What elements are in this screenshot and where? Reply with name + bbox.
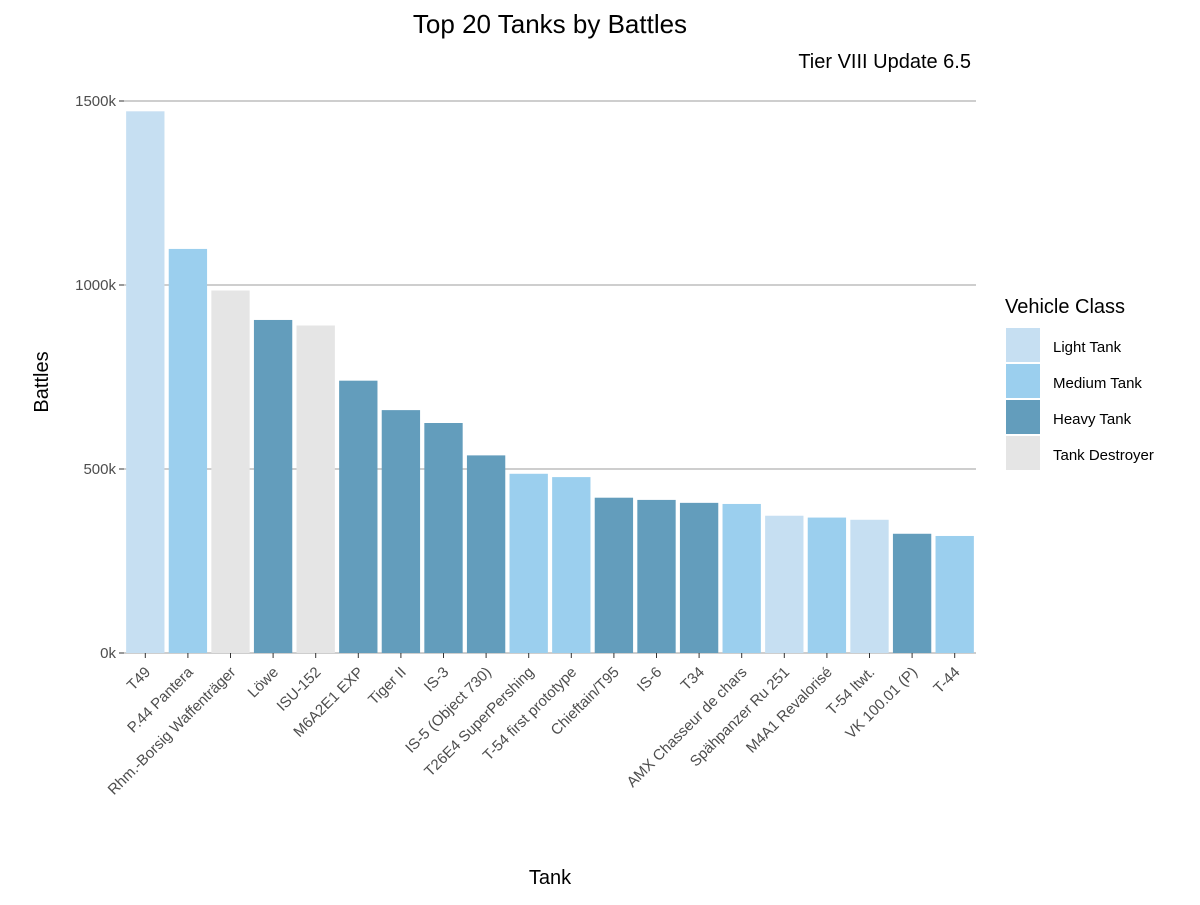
y-axis: 0k 500k 1000k 1500k xyxy=(75,93,124,662)
legend-key xyxy=(1006,364,1040,398)
bars xyxy=(126,111,974,653)
bar xyxy=(509,473,548,653)
y-axis-title: Battles xyxy=(31,351,53,412)
gridlines xyxy=(124,100,976,654)
legend-title: Vehicle Class xyxy=(1005,296,1125,318)
legend-label: Tank Destroyer xyxy=(1053,447,1154,464)
legend-label: Medium Tank xyxy=(1053,375,1142,392)
x-tick-label: IS-3 xyxy=(421,664,452,695)
y-tick-label: 0k xyxy=(100,645,116,662)
x-tick-label: Löwe xyxy=(245,664,282,701)
x-tick-label: T34 xyxy=(678,664,708,694)
bar xyxy=(296,325,335,653)
bar xyxy=(935,535,974,653)
legend-label: Light Tank xyxy=(1053,339,1122,356)
bar xyxy=(552,477,591,653)
chart-title: Top 20 Tanks by Battles xyxy=(413,9,687,39)
legend-label: Heavy Tank xyxy=(1053,411,1132,428)
x-axis-title: Tank xyxy=(529,867,572,889)
bar xyxy=(892,533,932,653)
bar xyxy=(679,502,719,653)
bar xyxy=(168,248,208,653)
legend: Vehicle Class Light Tank Medium Tank Heavy… xyxy=(1005,296,1154,470)
bar xyxy=(594,497,634,653)
chart-subtitle: Tier VIII Update 6.5 xyxy=(798,51,971,73)
x-tick-label: T-44 xyxy=(930,664,963,697)
legend-key xyxy=(1006,400,1040,434)
bar xyxy=(765,515,804,653)
y-tick-label: 1000k xyxy=(75,277,116,294)
bar xyxy=(722,503,761,653)
bar xyxy=(424,423,463,653)
x-tick-label: T49 xyxy=(124,664,154,694)
legend-key xyxy=(1006,436,1040,470)
bar xyxy=(339,380,378,653)
bar xyxy=(466,455,506,653)
bar xyxy=(807,517,847,653)
x-tick-label: Tiger II xyxy=(365,664,410,709)
y-tick-label: 1500k xyxy=(75,93,116,110)
bar xyxy=(850,519,889,653)
bar xyxy=(126,111,165,653)
bar xyxy=(637,499,676,653)
legend-key xyxy=(1006,328,1040,362)
bar xyxy=(253,319,293,653)
bar xyxy=(381,410,421,653)
x-tick-label: IS-6 xyxy=(634,664,665,695)
bar xyxy=(211,290,250,653)
y-tick-label: 500k xyxy=(83,461,116,478)
